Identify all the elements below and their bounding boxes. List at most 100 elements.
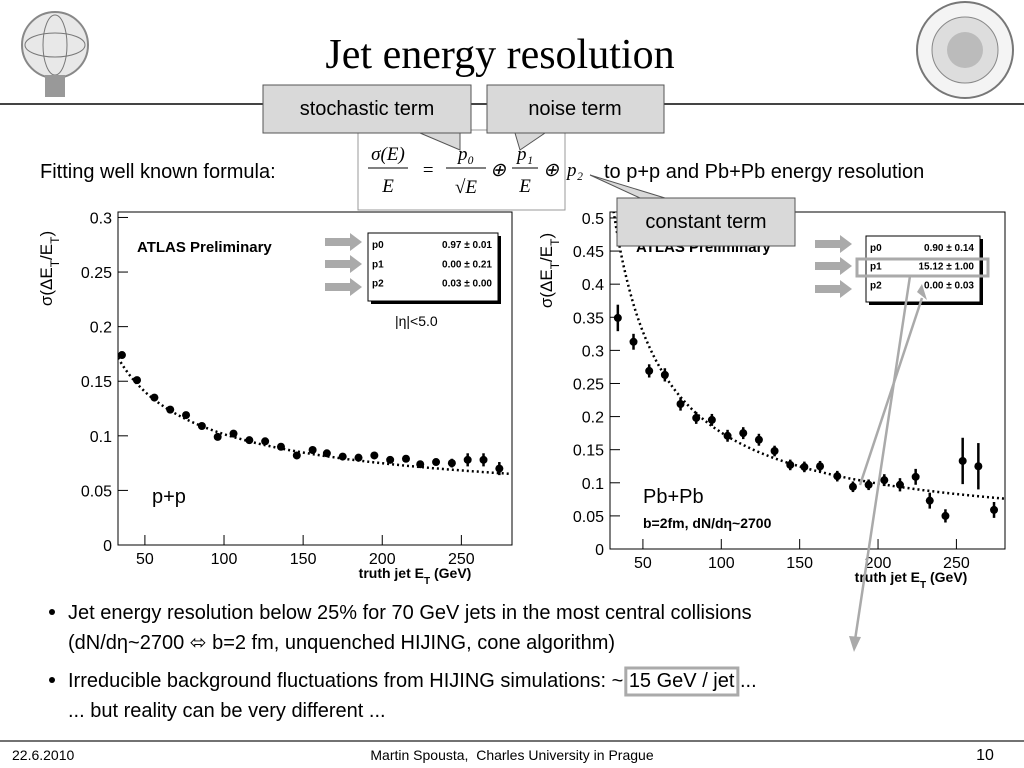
bullet-text: Irreducible background fluctuations from…	[68, 670, 757, 692]
data-point	[645, 366, 654, 375]
row-arrows	[325, 233, 852, 298]
x-axis-label: truth jet ET (GeV)	[359, 565, 472, 587]
y-axis-label-part: T	[48, 259, 62, 267]
formula-part: ⊕	[543, 160, 559, 181]
bullet	[49, 677, 55, 683]
bullet-text: Jet energy resolution below 25% for 70 G…	[68, 602, 752, 624]
data-point	[132, 376, 141, 385]
data-point	[880, 476, 889, 485]
formula-box	[357, 129, 566, 211]
y-tick-label: 0.4	[582, 277, 604, 294]
data-point	[166, 405, 175, 414]
data-point	[864, 480, 873, 489]
data-point	[229, 429, 238, 438]
y-axis-label-part: /E	[537, 246, 556, 262]
fit-param-name: p1	[870, 262, 882, 273]
x-tick-label: 250	[943, 555, 970, 572]
formula-part: √E	[455, 177, 477, 198]
annotation: b=2fm, dN/dη~2700	[643, 515, 772, 531]
stat-box	[367, 232, 499, 302]
y-tick-label: 0.25	[573, 376, 604, 393]
footer-author: Martin Spousta, Charles University in Pr…	[370, 747, 653, 763]
x-axis-label-part: (GeV)	[926, 569, 967, 585]
data-point	[150, 393, 159, 402]
data-point	[833, 472, 842, 481]
y-axis-label-part: )	[537, 233, 556, 239]
formula-part: p₂	[565, 160, 584, 181]
data-point	[958, 456, 967, 465]
fit-param-value: 0.97 ± 0.01	[442, 240, 492, 251]
y-axis-label: σ(ΔET/ET)	[537, 233, 562, 308]
pointer-head	[849, 636, 861, 652]
data-point	[197, 421, 206, 430]
callout-text: stochastic term	[300, 98, 434, 120]
charts: 00.050.10.150.20.250.350 100 150 200 250σ(ΔE…	[37, 210, 1006, 591]
data-point	[613, 313, 622, 322]
y-axis-label-part: T	[548, 261, 562, 269]
fit-param-value: 0.00 ± 0.03	[924, 280, 974, 291]
formula-part: E	[381, 176, 394, 197]
pointer-head	[917, 284, 927, 300]
x-tick-label: 50	[136, 551, 154, 568]
data-point	[322, 449, 331, 458]
chart: 0 0.05 0.1 0.15 0.2 0.25 0.3 0.35 0.4 0.45 0.5 50 10…	[537, 211, 1006, 591]
annotation: Pb+Pb	[643, 486, 704, 508]
data-point	[911, 472, 920, 481]
y-axis-label-part: T	[548, 238, 562, 246]
data-point	[990, 505, 999, 514]
data-point	[660, 370, 669, 379]
data-point	[182, 411, 191, 420]
data-point	[495, 464, 504, 473]
data-point	[401, 454, 410, 463]
highlighted-text: 15 GeV / jet	[629, 670, 735, 692]
x-axis-label-part: T	[424, 576, 430, 587]
fit-param-name: p0	[372, 240, 384, 251]
data-point	[276, 442, 285, 451]
bullet-text: (dN/dη~2700 ⬄ b=2 fm, unquenched HIJING,…	[68, 632, 615, 654]
atlas-logo	[21, 11, 89, 97]
y-axis-label-part: T	[48, 236, 62, 244]
y-tick-label: 0.15	[81, 374, 112, 391]
y-tick-label: 0	[595, 542, 604, 559]
data-point	[676, 400, 685, 409]
callout-box	[486, 84, 665, 134]
data-point	[245, 436, 254, 445]
data-point	[895, 480, 904, 489]
data-point	[770, 447, 779, 456]
data-point	[800, 462, 809, 471]
bullet-text-part: Irreducible background fluctuations from…	[68, 670, 629, 692]
callout-text: constant term	[645, 211, 766, 233]
data-point	[692, 413, 701, 422]
data-point	[925, 496, 934, 505]
y-tick-label: 0.2	[582, 410, 604, 427]
y-tick-label: 0.1	[90, 429, 112, 446]
faculty-logo	[916, 1, 1014, 99]
y-axis-label-part: )	[37, 231, 56, 237]
y-tick-label: 0.3	[582, 343, 604, 360]
data-point	[416, 460, 425, 469]
chart: 0 0.05 0.1 0.15 0.2 0.25 0.3 50 100 150 200 250 σ(ΔE…	[37, 210, 513, 587]
y-tick-label: 0.05	[81, 483, 112, 500]
formula-part: =	[422, 160, 435, 181]
x-axis-label-part: T	[920, 580, 926, 591]
y-tick-label: 0.45	[573, 244, 604, 261]
y-tick-label: 0.1	[582, 476, 604, 493]
footer-page: 10	[976, 747, 994, 764]
y-axis-label-part: /E	[37, 244, 56, 260]
data-point	[479, 455, 488, 464]
fit-param-name: p0	[870, 243, 882, 254]
data-point	[463, 455, 472, 464]
fit-param-name: p1	[372, 259, 384, 270]
fit-curve	[612, 212, 1005, 500]
x-tick-label: 100	[708, 555, 735, 572]
data-point	[354, 453, 363, 462]
pointer-line	[853, 275, 912, 641]
y-tick-label: 0	[103, 538, 112, 555]
y-tick-label: 0.25	[81, 265, 112, 282]
footer-date: 22.6.2010	[12, 747, 74, 763]
fit-param-value: 0.90 ± 0.14	[924, 243, 974, 254]
bullet-text-part: ...	[734, 670, 756, 692]
y-tick-label: 0.5	[582, 211, 604, 228]
formula: σ(E) E = p₀ √E ⊕ p₁ E ⊕ p₂	[368, 144, 583, 198]
y-tick-label: 0.3	[90, 210, 112, 227]
